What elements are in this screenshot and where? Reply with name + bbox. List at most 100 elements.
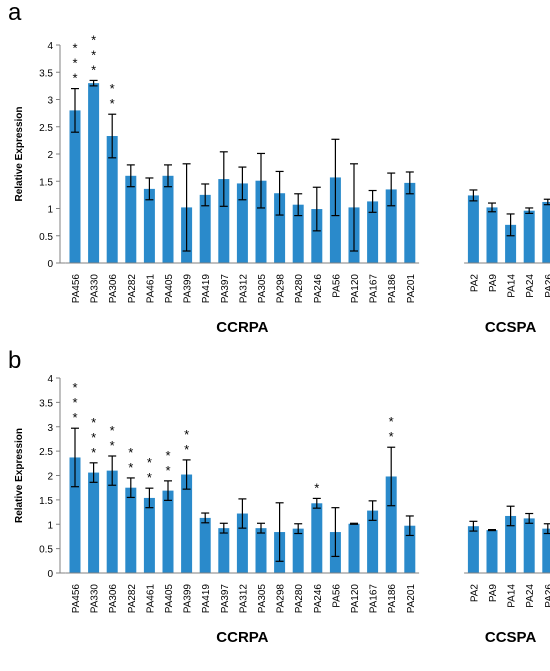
category-label: PA419 <box>201 584 212 614</box>
y-tick-label: 1.5 <box>39 496 53 507</box>
category-label: PA56 <box>331 584 342 608</box>
significance-star: * <box>72 380 77 395</box>
significance-star: * <box>128 460 133 475</box>
category-label: PA298 <box>276 584 287 614</box>
bar <box>467 195 479 263</box>
bar <box>505 515 517 573</box>
significance-star: * <box>72 395 77 410</box>
group-label: CCRPA <box>216 319 268 336</box>
bar <box>162 490 174 573</box>
category-label: PA298 <box>276 274 287 304</box>
y-tick-label: 0.5 <box>39 545 53 556</box>
bar <box>218 528 230 573</box>
bar <box>311 209 323 263</box>
significance-star: * <box>91 445 96 460</box>
y-tick-label: 2 <box>47 472 53 483</box>
bar <box>404 525 416 573</box>
bar <box>367 201 379 263</box>
bar <box>367 510 379 573</box>
category-label: PA2 <box>469 584 480 603</box>
bar <box>69 457 81 573</box>
significance-star: * <box>147 455 152 470</box>
category-label: PA405 <box>164 584 175 614</box>
category-label: PA461 <box>145 584 156 614</box>
bar <box>523 210 535 263</box>
bar <box>255 180 267 263</box>
bar <box>486 207 498 263</box>
category-label: PA456 <box>71 584 82 614</box>
y-tick-label: 0 <box>47 569 53 580</box>
bar <box>348 523 360 573</box>
bar <box>385 476 397 573</box>
bar <box>329 177 341 263</box>
category-label: PA201 <box>406 584 417 614</box>
bar <box>162 175 174 263</box>
significance-star: * <box>91 62 96 77</box>
category-label: PA399 <box>183 584 194 614</box>
category-label: PA24 <box>525 584 536 608</box>
significance-star: * <box>72 41 77 56</box>
bar <box>125 175 137 263</box>
bar <box>542 201 550 263</box>
category-label: PA2 <box>469 274 480 293</box>
significance-star: * <box>110 423 115 438</box>
significance-star: * <box>128 445 133 460</box>
significance-star: * <box>389 414 394 429</box>
category-label: PA56 <box>331 274 342 298</box>
bar <box>505 224 517 263</box>
bar <box>236 183 248 263</box>
category-label: PA419 <box>201 274 212 304</box>
significance-star: * <box>91 415 96 430</box>
bar <box>292 528 304 573</box>
significance-star: * <box>147 470 152 485</box>
bar <box>255 528 267 573</box>
y-tick-label: 1 <box>47 520 53 531</box>
bar <box>486 530 498 573</box>
significance-star: * <box>165 448 170 463</box>
y-tick-label: 3.5 <box>39 68 53 79</box>
panel-label: b <box>8 347 21 374</box>
bar <box>385 189 397 263</box>
y-tick-label: 4 <box>47 41 53 52</box>
significance-star: * <box>72 410 77 425</box>
category-label: PA456 <box>71 274 82 304</box>
category-label: PA397 <box>220 584 231 614</box>
category-label: PA461 <box>145 274 156 304</box>
category-label: PA330 <box>90 274 101 304</box>
bar <box>404 182 416 263</box>
category-label: PA312 <box>238 274 249 304</box>
significance-star: * <box>91 430 96 445</box>
category-label: PA397 <box>220 274 231 304</box>
significance-star: * <box>165 463 170 478</box>
bar <box>199 517 211 573</box>
category-label: PA405 <box>164 274 175 304</box>
bar <box>274 193 286 263</box>
category-label: PA201 <box>406 274 417 304</box>
category-label: PA330 <box>90 584 101 614</box>
category-label: PA9 <box>488 274 499 293</box>
category-label: PA399 <box>183 274 194 304</box>
bar <box>218 179 230 263</box>
y-tick-label: 0 <box>47 259 53 270</box>
significance-star: * <box>72 71 77 86</box>
y-tick-label: 1.5 <box>39 177 53 188</box>
bar <box>106 136 118 263</box>
significance-star: * <box>110 81 115 96</box>
category-label: PA26 <box>544 274 550 298</box>
bar <box>143 188 155 263</box>
y-tick-label: 1 <box>47 205 53 216</box>
category-label: PA167 <box>369 584 380 614</box>
bar <box>523 518 535 573</box>
category-label: PA9 <box>488 584 499 603</box>
bar <box>69 110 81 264</box>
group-label: CCSPA <box>485 319 537 336</box>
bar <box>88 472 100 573</box>
category-label: PA306 <box>108 274 119 304</box>
y-axis-title: Relative Expression <box>14 106 25 201</box>
category-label: PA312 <box>238 584 249 614</box>
category-label: PA282 <box>127 584 138 614</box>
category-label: PA186 <box>387 274 398 304</box>
